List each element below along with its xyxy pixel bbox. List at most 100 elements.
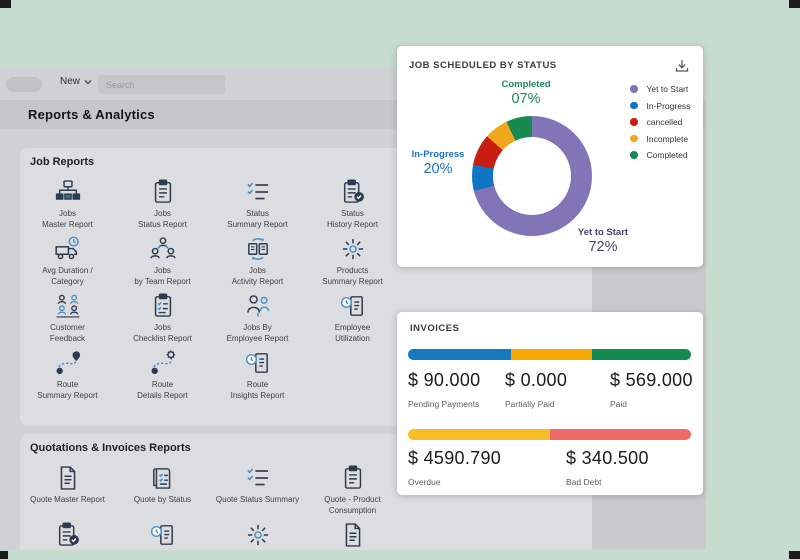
new-button[interactable]: New <box>60 76 92 87</box>
legend-item: In-Progress <box>630 101 690 111</box>
invoice-bar-segment <box>408 429 550 440</box>
section-title-quotations: Quotations & Invoices Reports <box>30 442 191 454</box>
corner-mark <box>0 0 11 8</box>
invoices-stats-row: $ 4590.790 Overdue $ 340.500 Bad Debt <box>408 448 695 487</box>
doc-check-icon <box>149 464 177 492</box>
checklist-icon <box>244 178 272 206</box>
invoice-stat: $ 569.000 Paid <box>610 370 693 409</box>
sitemap-icon <box>54 178 82 206</box>
report-item-label: Status Summary Report <box>227 209 288 229</box>
invoice-stat: $ 0.000 Partially Paid <box>505 370 610 409</box>
legend-item: Yet to Start <box>630 84 690 94</box>
report-item[interactable]: Quote Status Summary <box>210 464 305 521</box>
team-icon <box>149 235 177 263</box>
clock-list-icon <box>339 292 367 320</box>
report-item-label: Route Insights Report <box>230 380 285 400</box>
two-people-icon <box>244 292 272 320</box>
report-item-label: Jobs Status Report <box>138 209 187 229</box>
checklist-icon <box>244 464 272 492</box>
job-status-card: JOB SCHEDULED BY STATUS Completed 07% In… <box>397 46 703 267</box>
hub-icon <box>244 521 272 549</box>
quotations-grid: Quote Master Report Quote by Status Quote … <box>20 464 400 550</box>
report-item[interactable]: Quote by Status <box>115 464 210 521</box>
legend-label: Incomplete <box>646 133 689 144</box>
report-item[interactable]: Invoice - Payment History <box>305 521 400 550</box>
donut-hole <box>493 137 571 215</box>
donut-callout-in-progress: In-Progress 20% <box>411 149 465 177</box>
legend-item: cancelled <box>630 117 690 127</box>
report-item[interactable]: Customer Feedback <box>20 292 115 349</box>
chart-legend: Yet to Start In-Progress cancelled Incomple… <box>630 84 690 167</box>
report-item[interactable]: Products Summary Report <box>305 235 400 292</box>
download-button[interactable] <box>673 57 691 75</box>
report-item[interactable]: Route Details Report <box>115 349 210 406</box>
search-input[interactable] <box>98 79 227 90</box>
clipboard-check-icon <box>54 521 82 549</box>
invoice-bar-segment <box>591 349 691 360</box>
report-item[interactable]: Route Insights Report <box>210 349 305 406</box>
legend-label: Completed <box>646 150 688 160</box>
report-item[interactable]: Avg Duration / Category <box>20 235 115 292</box>
report-item[interactable]: Employee Utilization <box>305 292 400 349</box>
invoice-stat-label: Pending Payments <box>408 399 480 409</box>
report-item[interactable]: Jobs Checklist Report <box>115 292 210 349</box>
doc-icon <box>54 464 82 492</box>
legend-dot <box>630 85 638 93</box>
report-item-label: Customer Feedback <box>49 323 86 343</box>
invoice-bar-segment <box>549 429 691 440</box>
report-item-label: Route Summary Report <box>37 380 98 400</box>
invoices-card-title: INVOICES <box>410 323 460 334</box>
report-item-label: Avg Duration / Category <box>42 266 93 286</box>
doc-icon <box>339 521 367 549</box>
legend-label: Yet to Start <box>646 84 689 94</box>
invoices-bar-overdue <box>408 429 691 440</box>
report-item-label: Route Details Report <box>137 380 188 400</box>
toolbar-pill <box>6 77 42 92</box>
toolbar: New <box>0 67 706 100</box>
legend-item: Incomplete <box>630 134 690 144</box>
donut-callout-completed: Completed 07% <box>501 79 551 107</box>
report-item[interactable]: Route Summary Report <box>20 349 115 406</box>
invoice-amount: $ 4590.790 <box>408 448 502 468</box>
invoice-amount: $ 0.000 <box>505 370 568 390</box>
new-button-label: New <box>60 76 81 87</box>
legend-label: In-Progress <box>646 100 691 111</box>
report-item[interactable]: Status Summary Report <box>210 178 305 235</box>
docs-sync-icon <box>244 235 272 263</box>
report-item[interactable]: Jobs by Team Report <box>115 235 210 292</box>
chart-card-title: JOB SCHEDULED BY STATUS <box>409 60 557 71</box>
truck-clock-icon <box>54 235 82 263</box>
report-item[interactable]: Jobs By Employee Report <box>210 292 305 349</box>
invoices-card: INVOICES $ 90.000 Pending Payments $ 0.000… <box>397 312 703 495</box>
report-item[interactable]: Status History Report <box>305 178 400 235</box>
route-pin-icon <box>54 349 82 377</box>
legend-dot <box>630 151 638 159</box>
invoice-stat: $ 340.500 Bad Debt <box>566 448 649 487</box>
corner-mark <box>0 551 8 559</box>
report-item-label: Jobs By Employee Report <box>226 323 289 343</box>
report-item-label: Quote Status Summary <box>215 495 300 504</box>
clipboard-check-icon <box>339 178 367 206</box>
legend-dot <box>630 101 638 110</box>
invoice-amount: $ 90.000 <box>408 370 481 390</box>
clipboard-icon <box>339 464 367 492</box>
invoices-bar-payments <box>408 349 691 360</box>
invoice-stat-label: Paid <box>610 399 628 409</box>
download-icon <box>675 59 689 72</box>
report-item-label: Status History Report <box>326 209 379 229</box>
report-item-label: Jobs Activity Report <box>231 266 284 286</box>
legend-item: Completed <box>630 150 690 160</box>
report-item[interactable]: Invoice Status History <box>115 521 210 550</box>
report-item[interactable]: Quote Master Report <box>20 464 115 521</box>
report-item-label: Quote - Product Consumption <box>324 495 381 515</box>
report-item-label: Quote by Status <box>133 495 192 504</box>
people-group-icon <box>54 292 82 320</box>
search-box <box>98 75 227 94</box>
report-item[interactable]: Jobs Master Report <box>20 178 115 235</box>
report-item[interactable]: Jobs Status Report <box>115 178 210 235</box>
invoice-stat-label: Overdue <box>408 477 441 487</box>
report-item[interactable]: Quote - Product Consumption <box>305 464 400 521</box>
report-item[interactable]: Jobs Activity Report <box>210 235 305 292</box>
report-item[interactable]: Invoice - Product Consumption <box>210 521 305 550</box>
report-item[interactable]: Invoice Status Report <box>20 521 115 550</box>
